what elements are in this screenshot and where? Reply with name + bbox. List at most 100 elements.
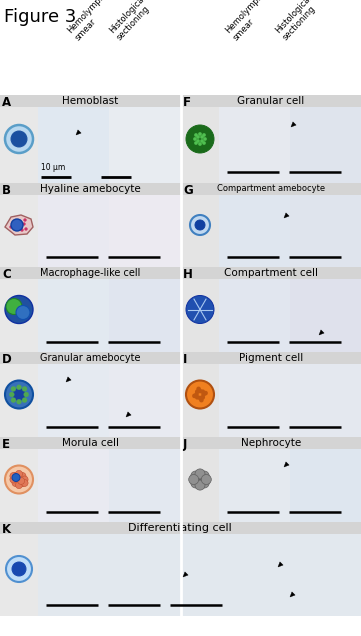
Polygon shape (284, 462, 289, 467)
Bar (219, 195, 290, 267)
Polygon shape (126, 412, 131, 417)
Circle shape (17, 219, 21, 223)
Circle shape (195, 389, 199, 394)
Text: Histological
sectioning: Histological sectioning (108, 0, 155, 42)
Bar (0, 437, 181, 449)
Circle shape (196, 139, 200, 143)
Circle shape (201, 474, 211, 485)
Bar (290, 195, 361, 267)
Text: Compartment amebocyte: Compartment amebocyte (217, 184, 325, 193)
Polygon shape (290, 592, 295, 597)
Bar (38, 534, 361, 616)
Circle shape (198, 389, 202, 393)
Bar (38, 195, 109, 267)
Circle shape (186, 296, 214, 324)
Circle shape (23, 219, 26, 221)
Text: C: C (2, 268, 11, 281)
Circle shape (189, 474, 199, 485)
Bar (181, 437, 219, 522)
Text: Macrophage-like cell: Macrophage-like cell (40, 268, 141, 278)
Bar (0, 267, 181, 279)
Circle shape (22, 387, 27, 391)
Bar (38, 279, 109, 352)
Circle shape (5, 125, 33, 153)
Bar (0, 95, 38, 183)
Circle shape (202, 133, 206, 137)
Circle shape (198, 142, 202, 146)
Text: Pigment cell: Pigment cell (239, 353, 303, 363)
Circle shape (16, 476, 22, 483)
Bar (109, 449, 180, 522)
Circle shape (16, 471, 22, 478)
Circle shape (21, 480, 28, 487)
Bar (181, 437, 361, 449)
Circle shape (11, 398, 16, 403)
Circle shape (5, 296, 33, 324)
Circle shape (192, 394, 197, 398)
Circle shape (11, 387, 16, 391)
Bar (0, 183, 38, 267)
Circle shape (5, 466, 33, 494)
Circle shape (196, 135, 200, 139)
Text: F: F (183, 96, 191, 109)
Circle shape (18, 478, 25, 485)
Text: 10 μm: 10 μm (41, 163, 65, 172)
Bar (0, 183, 181, 195)
Text: H: H (183, 268, 193, 281)
Bar (290, 107, 361, 183)
Circle shape (13, 474, 21, 481)
Bar (219, 352, 361, 437)
Text: E: E (2, 438, 10, 451)
Bar (219, 437, 361, 522)
Circle shape (193, 137, 197, 141)
Text: Compartment cell: Compartment cell (224, 268, 318, 278)
Circle shape (194, 133, 198, 137)
Polygon shape (183, 572, 188, 577)
Text: A: A (2, 96, 11, 109)
Bar (0, 522, 38, 616)
Bar (109, 364, 180, 437)
Text: Granular amebocyte: Granular amebocyte (40, 353, 141, 363)
Circle shape (198, 396, 202, 400)
Bar (38, 522, 361, 616)
Text: Hemolymph
smear: Hemolymph smear (224, 0, 273, 42)
Text: K: K (2, 523, 11, 536)
Text: Hemolymph
smear: Hemolymph smear (66, 0, 115, 42)
Bar (38, 95, 181, 183)
Bar (181, 352, 361, 364)
Bar (181, 183, 219, 267)
Text: Histological
sectioning: Histological sectioning (274, 0, 321, 42)
Circle shape (203, 391, 208, 396)
Text: Morula cell: Morula cell (62, 438, 119, 448)
Bar (181, 267, 219, 352)
Circle shape (19, 473, 26, 480)
Circle shape (196, 387, 201, 391)
Polygon shape (76, 130, 81, 135)
Circle shape (6, 556, 32, 582)
Bar (219, 183, 361, 267)
Polygon shape (284, 213, 289, 218)
Bar (181, 267, 361, 279)
Bar (38, 267, 181, 352)
Bar (0, 95, 181, 107)
Text: I: I (183, 353, 187, 366)
Polygon shape (319, 330, 324, 335)
Circle shape (199, 398, 204, 403)
Circle shape (195, 220, 205, 230)
Text: J: J (183, 438, 187, 451)
Circle shape (6, 298, 22, 314)
Circle shape (24, 392, 29, 397)
Bar (38, 449, 109, 522)
Circle shape (13, 389, 25, 401)
Circle shape (14, 228, 17, 230)
Circle shape (10, 476, 17, 483)
Circle shape (198, 132, 202, 136)
Circle shape (202, 141, 206, 145)
Bar (181, 95, 361, 107)
Circle shape (17, 385, 22, 390)
Bar (0, 437, 38, 522)
Text: Hemoblast: Hemoblast (62, 96, 119, 106)
Bar (109, 195, 180, 267)
Circle shape (199, 471, 209, 481)
Circle shape (194, 392, 199, 397)
